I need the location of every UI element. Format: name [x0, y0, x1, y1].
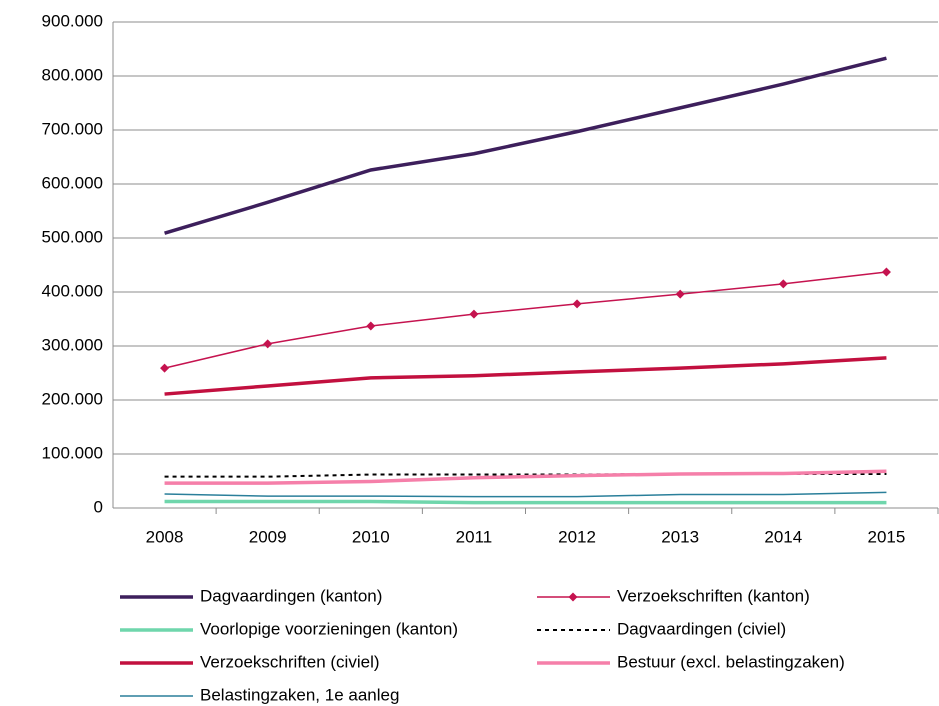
y-tick-label: 700.000 [42, 119, 103, 138]
series-line [164, 499, 887, 505]
y-tick-label: 300.000 [42, 335, 103, 354]
y-tick-label: 800.000 [42, 65, 103, 84]
x-tick-label: 2008 [146, 527, 184, 546]
legend-label: Belastingzaken, 1e aanleg [200, 685, 399, 704]
y-tick-label: 400.000 [42, 281, 103, 300]
x-tick-label: 2013 [661, 527, 699, 546]
legend-label: Voorlopige voorzieningen (kanton) [200, 619, 458, 638]
legend-label: Verzoekschriften (kanton) [617, 586, 810, 605]
point-marker [881, 267, 891, 277]
point-marker [675, 289, 685, 299]
legend-label: Dagvaardingen (civiel) [617, 619, 786, 638]
point-marker [469, 309, 479, 319]
point-marker [160, 363, 170, 373]
legend-label: Dagvaardingen (kanton) [200, 586, 382, 605]
x-tick-label: 2014 [764, 527, 802, 546]
x-tick-label: 2011 [456, 527, 493, 546]
legend-label: Bestuur (excl. belastingzaken) [617, 652, 845, 671]
y-tick-label: 600.000 [42, 173, 103, 192]
series-line [164, 491, 887, 498]
y-tick-label: 0 [94, 497, 103, 516]
point-marker [572, 299, 582, 309]
x-tick-label: 2015 [868, 527, 906, 546]
y-tick-label: 500.000 [42, 227, 103, 246]
x-tick-label: 2009 [249, 527, 287, 546]
series-line [164, 356, 887, 396]
series-line [164, 271, 887, 369]
y-tick-label: 100.000 [42, 443, 103, 462]
x-tick-label: 2010 [352, 527, 390, 546]
series-line [164, 56, 887, 235]
point-marker [263, 339, 273, 349]
y-tick-label: 200.000 [42, 389, 103, 408]
point-marker [366, 321, 376, 331]
series-line [164, 469, 887, 485]
legend-marker [568, 592, 578, 602]
legend-label: Verzoekschriften (civiel) [200, 652, 380, 671]
x-tick-label: 2012 [558, 527, 596, 546]
point-marker [778, 279, 788, 289]
y-tick-label: 900.000 [42, 11, 103, 30]
